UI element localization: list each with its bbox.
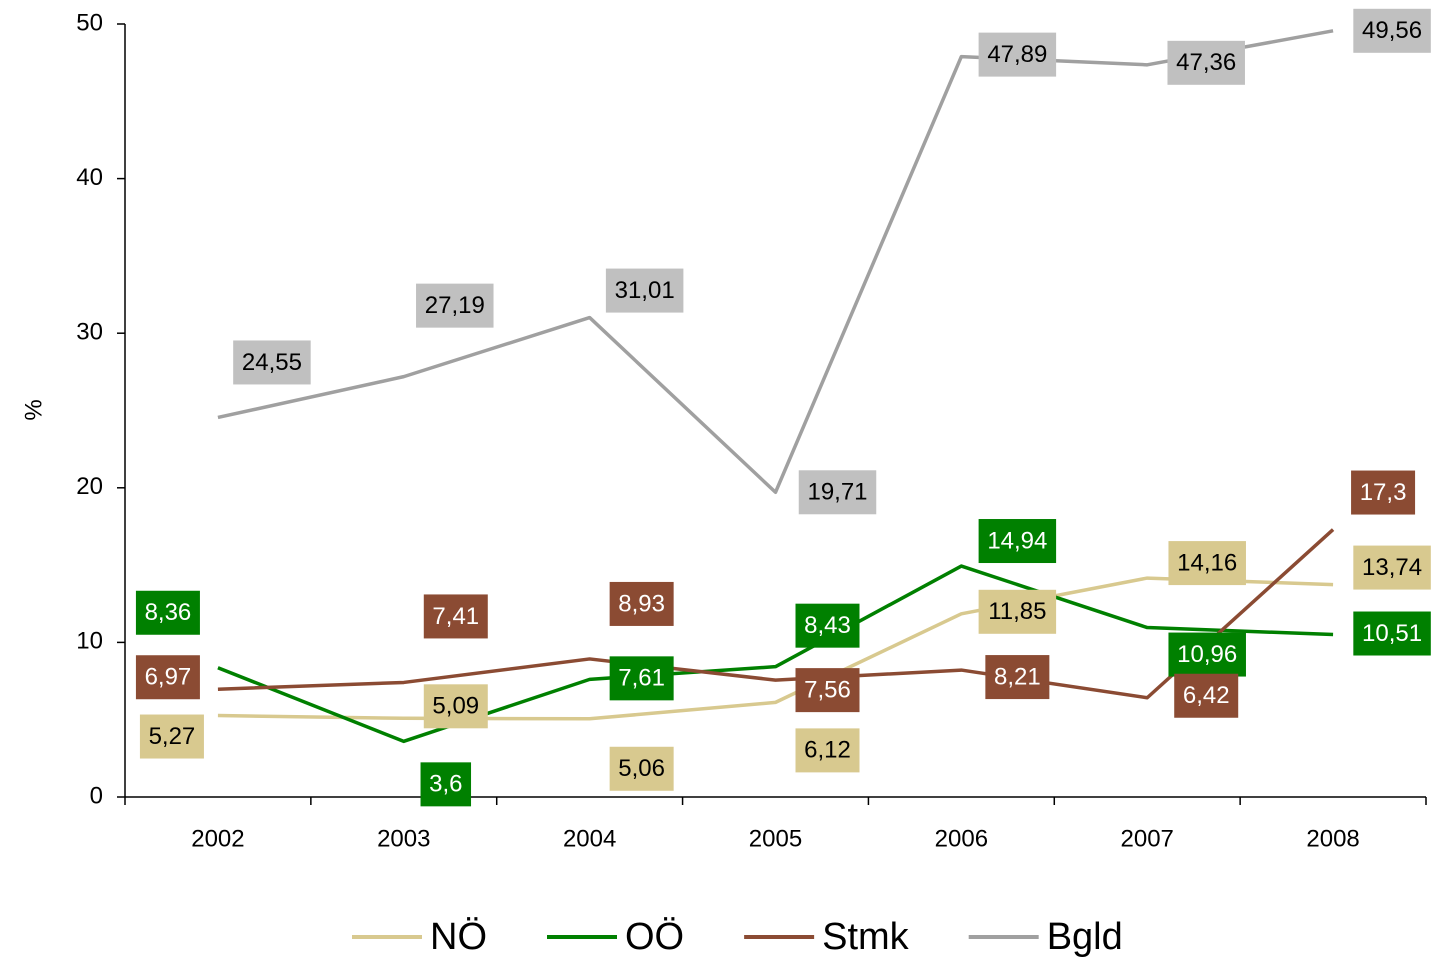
legend-label: Bgld (1047, 916, 1123, 958)
data-label: 10,51 (1362, 620, 1422, 647)
data-label-box (978, 589, 1057, 634)
x-tick-label: 2008 (1306, 825, 1359, 852)
data-label-box (795, 668, 860, 713)
y-tick-label: 10 (76, 628, 103, 655)
data-label: 47,36 (1176, 49, 1236, 76)
data-label-box (1167, 40, 1245, 85)
legend-label: NÖ (430, 916, 487, 958)
x-tick-label: 2003 (377, 825, 430, 852)
data-label-box (1174, 673, 1239, 718)
data-label: 5,27 (149, 723, 196, 750)
y-tick-label: 0 (90, 782, 103, 809)
y-tick-label: 40 (76, 164, 103, 191)
data-label-box (135, 590, 200, 635)
data-label-box (420, 762, 472, 807)
x-tick-label: 2002 (191, 825, 244, 852)
series-line (217, 29, 1334, 495)
data-label-box (1351, 470, 1416, 515)
data-label: 8,93 (618, 590, 665, 617)
data-label-box (416, 283, 494, 328)
data-label: 6,97 (145, 664, 192, 691)
data-label: 8,21 (994, 663, 1041, 690)
x-tick-label: 2007 (1121, 825, 1174, 852)
data-label: 6,12 (804, 737, 851, 764)
data-label: 31,01 (615, 277, 675, 304)
data-label: 7,56 (804, 676, 851, 703)
data-label-box (795, 603, 860, 648)
data-label-box (1168, 541, 1246, 586)
data-label: 47,89 (987, 41, 1047, 68)
data-label: 7,41 (432, 603, 479, 630)
x-tick-label: 2005 (749, 825, 802, 852)
data-label-box (798, 470, 877, 515)
data-label: 5,09 (432, 693, 479, 720)
data-label-box (1168, 632, 1246, 677)
data-label: 14,94 (987, 527, 1047, 554)
data-label-box (1353, 611, 1431, 656)
data-label: 8,43 (804, 612, 851, 639)
x-tick-label: 2006 (935, 825, 988, 852)
data-label-box (135, 655, 200, 700)
y-tick-label: 30 (76, 319, 103, 346)
data-label: 24,55 (242, 349, 302, 376)
data-label-box (233, 340, 311, 385)
data-label-box (1353, 8, 1431, 53)
y-tick-label: 20 (76, 473, 103, 500)
data-label-box (423, 684, 488, 729)
data-label-box (795, 728, 860, 773)
data-label: 49,56 (1362, 17, 1422, 44)
data-label-box (609, 656, 674, 701)
data-label: 10,96 (1177, 641, 1237, 668)
series-line (217, 528, 1335, 700)
data-label: 27,19 (425, 292, 485, 319)
data-label: 17,3 (1360, 479, 1407, 506)
data-label: 8,36 (145, 599, 192, 626)
x-tick-label: 2004 (563, 825, 616, 852)
data-label-box (1353, 545, 1431, 590)
data-label: 3,6 (429, 771, 462, 798)
legend-label: OÖ (625, 916, 684, 958)
data-label-box (139, 714, 204, 759)
y-axis-label: % (20, 399, 47, 420)
data-label-box (985, 655, 1050, 700)
data-label: 6,42 (1183, 682, 1230, 709)
series-line (217, 576, 1334, 721)
data-label: 11,85 (988, 598, 1046, 625)
y-tick-label: 50 (76, 9, 103, 36)
series-line (217, 564, 1334, 744)
data-label: 5,06 (618, 755, 665, 782)
data-label-box (978, 32, 1057, 77)
data-label-box (609, 746, 674, 791)
data-label-box (605, 268, 684, 313)
data-label-box (978, 519, 1057, 564)
legend-label: Stmk (822, 916, 910, 958)
data-label: 7,61 (618, 665, 665, 692)
data-label: 19,71 (807, 479, 867, 506)
data-label-box (609, 581, 674, 626)
data-label-box (423, 594, 488, 639)
data-label: 13,74 (1362, 554, 1422, 581)
data-label: 14,16 (1177, 549, 1237, 576)
